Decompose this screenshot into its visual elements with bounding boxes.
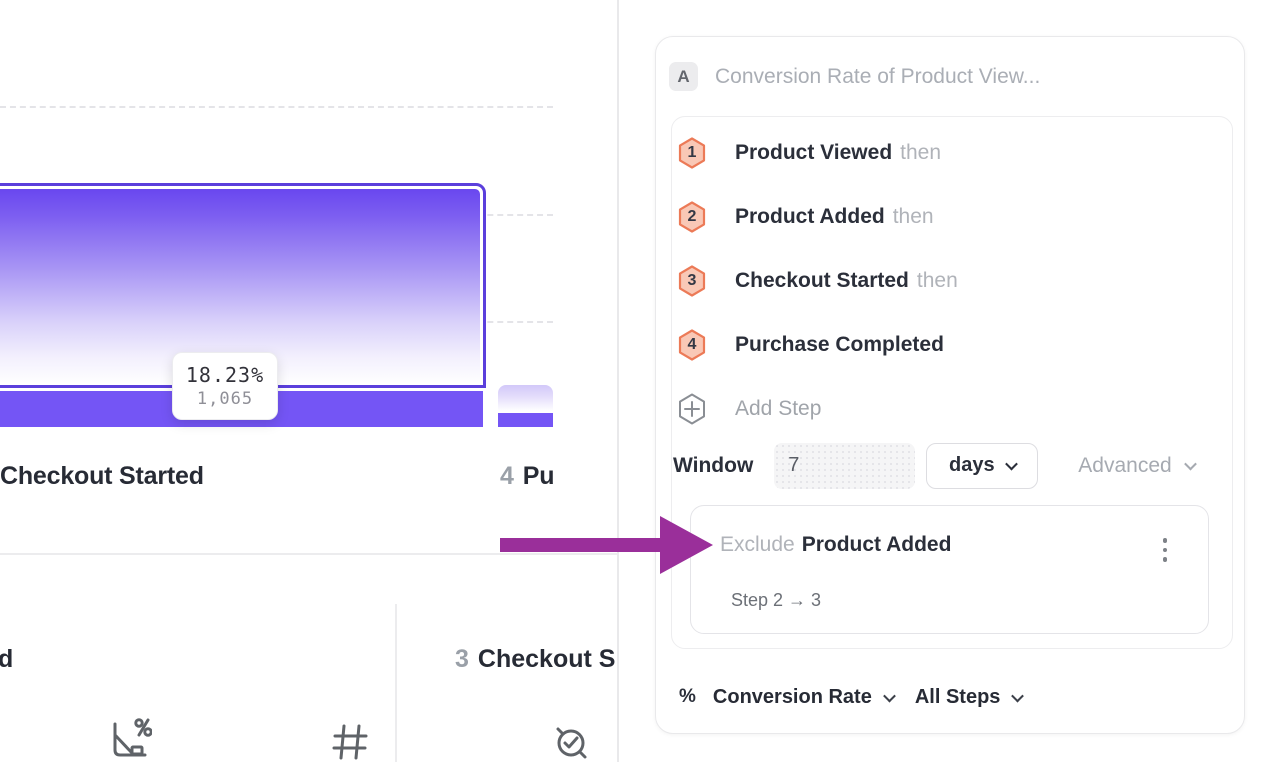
step-then-connector: then	[892, 205, 934, 228]
metric-label: Conversion Rate	[712, 685, 872, 708]
tooltip-percent: 18.23%	[185, 363, 265, 387]
funnel-step-row-3[interactable]: 3 Checkout Started then	[678, 265, 958, 297]
step-label-group: Checkout Started then	[735, 269, 958, 293]
step-event-name: Product Viewed	[735, 141, 893, 164]
funnel-bar-purchase-completed-gradient[interactable]	[498, 385, 553, 411]
funnel-percent-chart-icon[interactable]	[110, 716, 153, 762]
steps-scope-selector[interactable]: All Steps	[914, 685, 1025, 709]
x-axis-label-purchase: 4 Pu	[500, 462, 554, 491]
breakdown-label-checkout: 3 Checkout S	[455, 645, 617, 674]
step-label-group: Product Viewed then	[735, 141, 941, 165]
funnel-step-row-4[interactable]: 4 Purchase Completed	[678, 329, 944, 361]
bar-value-tooltip: 18.23% 1,065	[172, 352, 278, 420]
breakdown-section-divider	[395, 604, 397, 762]
series-badge: A	[669, 62, 698, 91]
x-axis-label-checkout-started: Checkout Started	[0, 462, 204, 490]
tooltip-count: 1,065	[196, 389, 254, 409]
exclude-prefix: Exclude	[720, 533, 795, 556]
funnel-step-row-2[interactable]: 2 Product Added then	[678, 201, 934, 233]
step-then-connector: then	[916, 269, 958, 292]
step-event-name: Product Added	[735, 205, 885, 228]
kebab-menu-icon[interactable]	[1152, 531, 1178, 569]
panel-header: A Conversion Rate of Product View...	[669, 62, 1040, 91]
step-hexagon-badge: 3	[678, 265, 706, 297]
step-event-name: Purchase Completed	[735, 333, 944, 356]
horizontal-divider	[0, 553, 617, 555]
funnel-definition-panel: A Conversion Rate of Product View... 1 P…	[655, 36, 1245, 734]
window-unit-select[interactable]: days	[926, 442, 1039, 489]
window-label: Window	[673, 453, 754, 477]
funnel-bar-purchase-completed-converted[interactable]	[498, 413, 553, 427]
exclusion-rule-title: Exclude Product Added	[720, 533, 951, 557]
step-label-partial: Checkout S	[477, 645, 616, 673]
step-number: 3	[455, 645, 469, 673]
funnel-steps-card: 1 Product Viewed then 2 Product Added then…	[671, 116, 1233, 649]
vertical-divider	[617, 0, 619, 762]
step-hexagon-badge: 2	[678, 201, 706, 233]
add-step-button[interactable]: Add Step	[678, 393, 821, 425]
metric-selector[interactable]: Conversion Rate	[712, 685, 896, 709]
percent-icon: %	[679, 686, 696, 707]
gridline	[0, 106, 553, 108]
advanced-label: Advanced	[1078, 453, 1172, 477]
step-hexagon-badge: 4	[678, 329, 706, 361]
advanced-toggle[interactable]: Advanced	[1078, 453, 1197, 478]
scope-label: All Steps	[914, 685, 1001, 708]
step-label-partial: Pu	[522, 462, 554, 490]
window-unit-value: days	[949, 454, 995, 476]
chevron-down-icon	[1011, 689, 1025, 702]
time-check-icon[interactable]	[550, 720, 590, 762]
chevron-down-icon	[1183, 457, 1197, 471]
panel-title: Conversion Rate of Product View...	[715, 64, 1041, 88]
step-label-group: Purchase Completed	[735, 333, 944, 357]
panel-footer: % Conversion Rate All Steps	[679, 677, 1025, 717]
step-event-name: Checkout Started	[735, 269, 909, 292]
excluded-event-name: Product Added	[801, 533, 952, 556]
conversion-window-row: Window days Advanced	[672, 442, 1232, 489]
step-hexagon-badge: 1	[678, 137, 706, 169]
window-value-input[interactable]	[774, 442, 916, 489]
breakdown-label-partial: d	[0, 645, 14, 673]
exclusion-step-range: Step 2 → 3	[731, 590, 822, 610]
exclusion-rule-card[interactable]: Exclude Product Added Step 2 → 3	[690, 505, 1209, 634]
step-then-connector: then	[900, 141, 942, 164]
chevron-down-icon	[1004, 457, 1018, 471]
funnel-step-row-1[interactable]: 1 Product Viewed then	[678, 137, 941, 169]
step-label-group: Product Added then	[735, 205, 934, 229]
annotation-arrow	[500, 516, 713, 574]
chevron-down-icon	[882, 689, 896, 702]
add-step-plus-icon	[678, 393, 706, 425]
hash-grid-icon[interactable]	[332, 722, 368, 762]
add-step-label: Add Step	[735, 397, 822, 420]
step-number: 4	[500, 462, 514, 490]
